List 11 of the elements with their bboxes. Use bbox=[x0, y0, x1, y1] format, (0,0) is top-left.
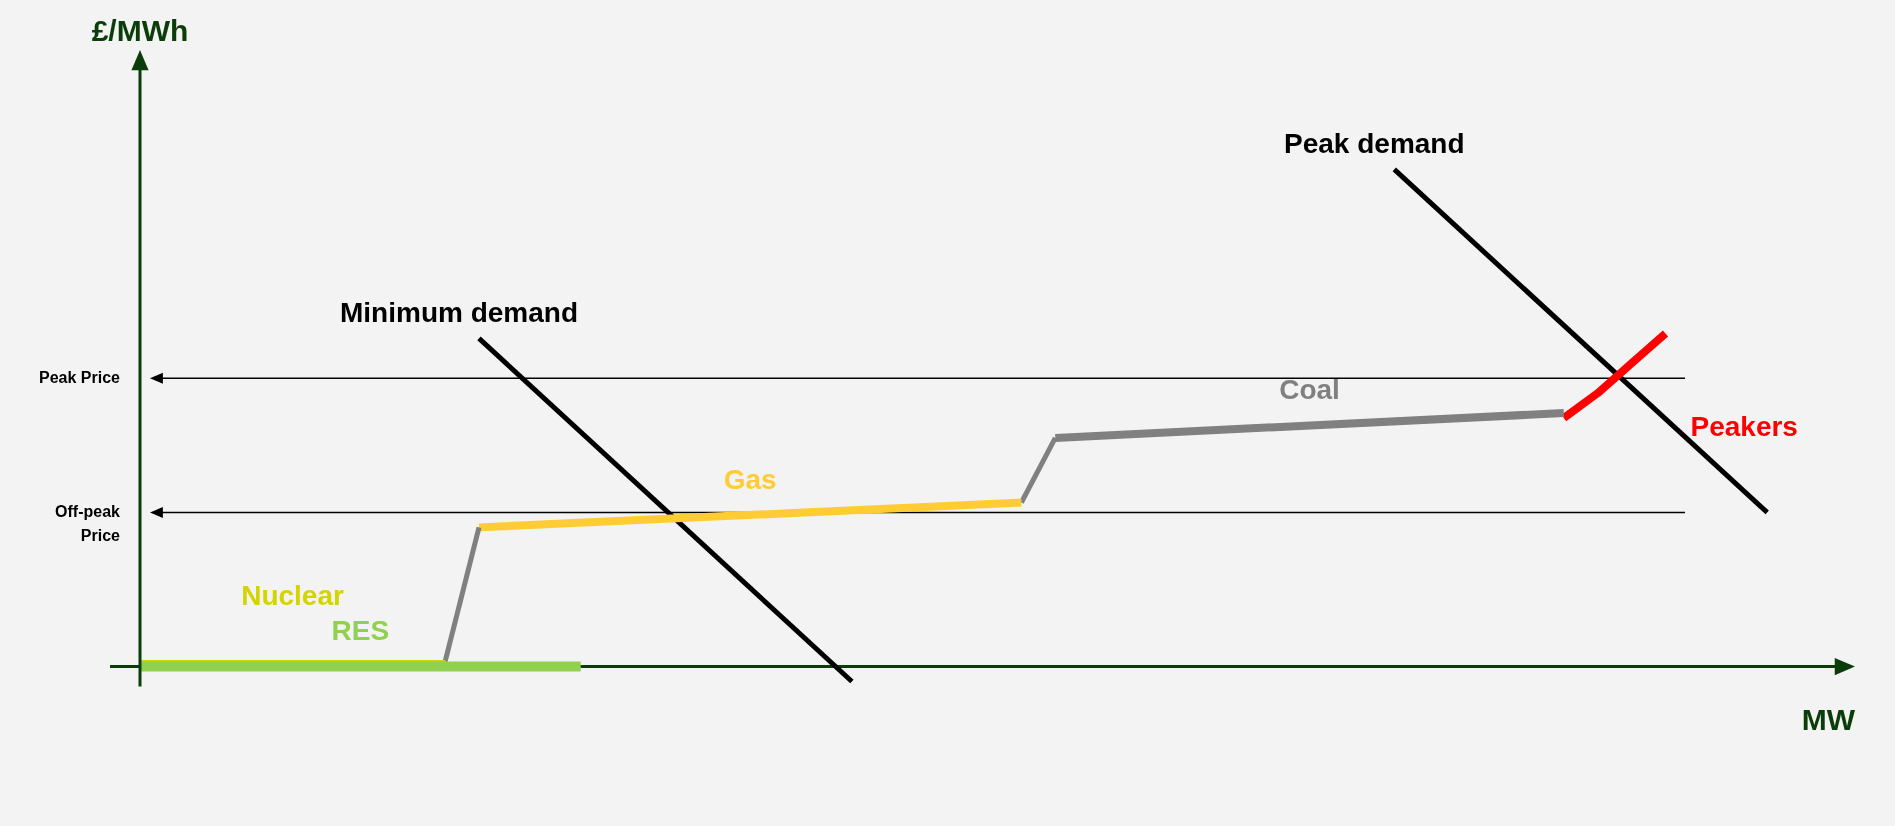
series-label: Gas bbox=[723, 463, 777, 495]
ref-line-label: Off-peak Price bbox=[55, 502, 121, 544]
series-label: Peak demand bbox=[1284, 128, 1465, 160]
x-axis-title: MW bbox=[1801, 702, 1856, 736]
series-label: Minimum demand bbox=[339, 297, 579, 329]
series-label: Nuclear bbox=[241, 580, 345, 612]
ref-line-label: Peak Price bbox=[39, 368, 121, 386]
text: Peakers bbox=[1690, 410, 1798, 442]
series-label: RES bbox=[331, 615, 390, 647]
series-label: Coal bbox=[1279, 374, 1340, 406]
y-axis-title: £/MWh bbox=[91, 14, 189, 48]
